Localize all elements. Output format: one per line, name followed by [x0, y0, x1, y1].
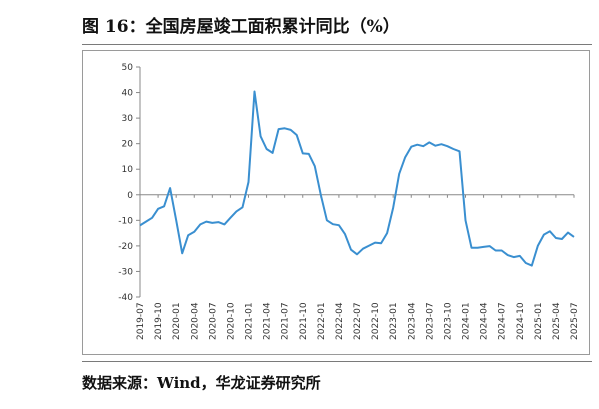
x-tick-label: 2019-07 [136, 302, 146, 340]
y-tick-label: -40 [118, 293, 133, 303]
x-tick-label: 2025-01 [534, 302, 544, 340]
x-tick-label: 2020-10 [226, 302, 236, 340]
y-tick-label: -20 [118, 242, 133, 252]
x-tick-label: 2024-04 [480, 302, 490, 340]
bottom-rule [82, 361, 592, 362]
chart-title: 图 16：全国房屋竣工面积累计同比（%） [82, 17, 400, 37]
x-tick-label: 2022-04 [335, 302, 345, 340]
x-tick-label: 2020-01 [172, 302, 182, 340]
x-tick-label: 2021-01 [245, 302, 255, 340]
x-tick-label: 2021-04 [263, 302, 273, 340]
top-rule [82, 44, 592, 45]
source-note: 数据来源：Wind，华龙证券研究所 [82, 374, 321, 392]
y-tick-label: -10 [118, 216, 133, 226]
y-tick-label: -30 [118, 267, 133, 277]
series-line [139, 90, 575, 267]
x-tick-label: 2022-10 [371, 302, 381, 340]
y-tick-label: 50 [122, 63, 134, 73]
x-tick-label: 2020-04 [190, 302, 200, 340]
x-tick-label: 2019-10 [154, 302, 164, 340]
y-tick-label: 20 [122, 140, 134, 150]
x-tick-label: 2020-07 [208, 302, 218, 340]
y-tick-label: 10 [122, 165, 134, 175]
x-tick-label: 2024-10 [516, 302, 526, 340]
x-tick-label: 2024-07 [498, 302, 508, 340]
x-tick-label: 2025-07 [570, 302, 580, 340]
x-tick-label: 2023-10 [443, 302, 453, 340]
y-tick-label: 30 [122, 114, 134, 124]
x-tick-label: 2023-07 [425, 302, 435, 340]
x-tick-label: 2022-07 [353, 302, 363, 340]
x-tick-label: 2023-04 [407, 302, 417, 340]
x-tick-label: 2024-01 [462, 302, 472, 340]
x-tick-label: 2022-01 [317, 302, 327, 340]
x-tick-label: 2021-07 [281, 302, 291, 340]
x-tick-label: 2025-04 [552, 302, 562, 340]
chart-frame [82, 50, 590, 355]
x-tick-label: 2021-10 [299, 302, 309, 340]
y-tick-label: 40 [122, 89, 134, 99]
x-tick-label: 2023-01 [389, 302, 399, 340]
y-tick-label: 0 [127, 191, 133, 201]
